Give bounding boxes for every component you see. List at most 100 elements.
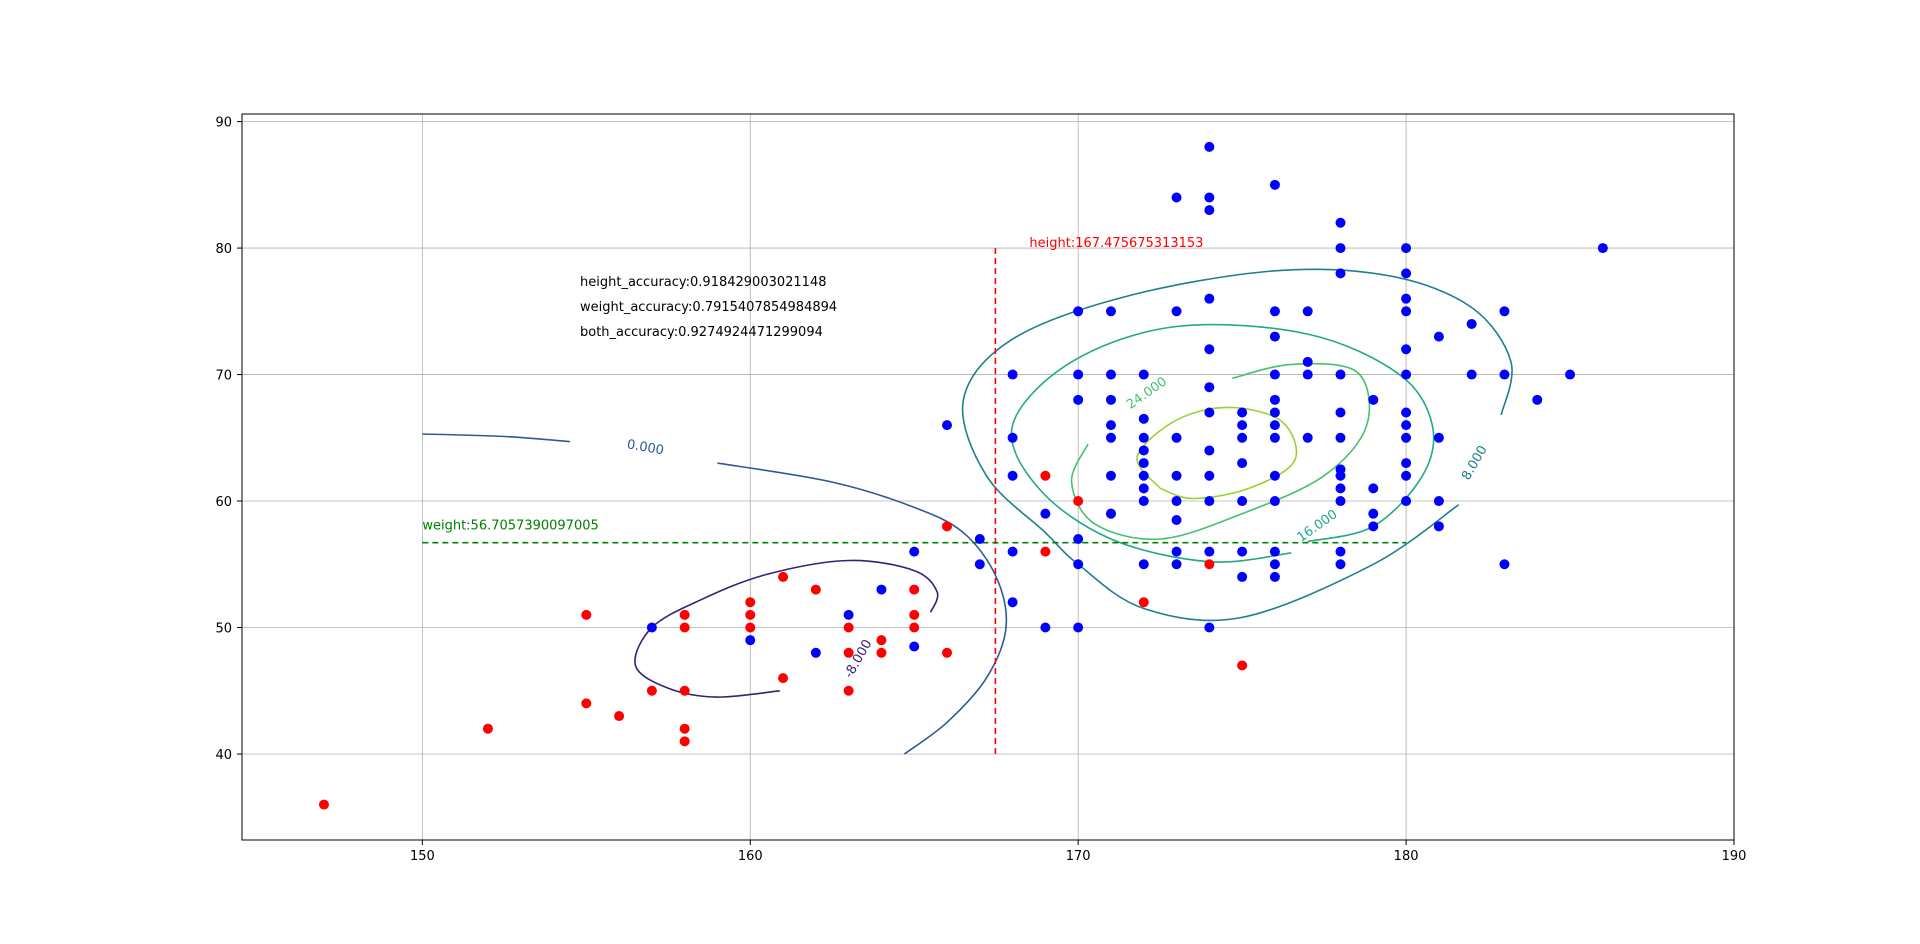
scatter-point-red [909, 609, 920, 620]
scatter-point-blue [1401, 458, 1412, 469]
scatter-point-blue [745, 635, 756, 646]
scatter-point-blue [1269, 407, 1280, 418]
scatter-point-blue [1269, 179, 1280, 190]
scatter-point-blue [1335, 546, 1346, 557]
scatter-point-blue [1073, 622, 1084, 633]
scatter-point-blue [1466, 318, 1477, 329]
contour-line [717, 462, 1008, 755]
y-tick-label: 40 [215, 748, 232, 763]
scatter-point-blue [1269, 546, 1280, 557]
scatter-point-blue [1532, 394, 1543, 405]
scatter-point-blue [1073, 559, 1084, 570]
scatter-point-blue [1171, 432, 1182, 443]
scatter-point-blue [1204, 382, 1215, 393]
scatter-point-blue [1269, 369, 1280, 380]
scatter-point-red [679, 736, 690, 747]
scatter-point-blue [1433, 496, 1444, 507]
scatter-point-red [745, 622, 756, 633]
contour-line [1010, 323, 1435, 563]
threshold-layer: height:167.475675313153 weight:56.7057390… [422, 236, 1407, 754]
scatter-point-red [646, 685, 657, 696]
scatter-point-blue [1171, 546, 1182, 557]
y-tick-label: 60 [215, 495, 232, 510]
scatter-point-red [843, 622, 854, 633]
scatter-point-blue [1171, 470, 1182, 481]
scatter-point-blue [1368, 521, 1379, 532]
scatter-point-blue [1204, 445, 1215, 456]
scatter-point-blue [1204, 192, 1215, 203]
y-tick-label: 80 [215, 242, 232, 257]
scatter-point-blue [1138, 445, 1149, 456]
scatter-point-blue [909, 546, 920, 557]
height-threshold-label: height:167.475675313153 [1029, 236, 1203, 251]
scatter-point-red [1073, 496, 1084, 507]
scatter-point-blue [1204, 141, 1215, 152]
scatter-point-blue [974, 533, 985, 544]
scatter-point-blue [1335, 496, 1346, 507]
scatter-point-blue [1302, 432, 1313, 443]
scatter-point-blue [1204, 470, 1215, 481]
y-tick-label: 50 [215, 622, 232, 637]
scatter-point-blue [1138, 483, 1149, 494]
scatter-point-blue [1007, 432, 1018, 443]
scatter-point-blue [1138, 413, 1149, 424]
scatter-point-blue [1171, 559, 1182, 570]
scatter-point-blue [1105, 432, 1116, 443]
y-tick-label: 70 [215, 369, 232, 384]
scatter-point-blue [646, 622, 657, 633]
scatter-point-red [876, 635, 887, 646]
scatter-point-blue [1204, 205, 1215, 216]
scatter-point-blue [1204, 496, 1215, 507]
scatter-point-blue [1433, 331, 1444, 342]
scatter-point-blue [1269, 432, 1280, 443]
scatter-point-blue [1335, 483, 1346, 494]
scatter-point-blue [1237, 420, 1248, 431]
scatter-point-blue [1269, 559, 1280, 570]
scatter-point-blue [1466, 369, 1477, 380]
scatter-point-blue [1401, 496, 1412, 507]
scatter-point-blue [909, 641, 920, 652]
scatter-point-red [942, 647, 953, 658]
scatter-point-blue [1105, 470, 1116, 481]
scatter-point-blue [1335, 268, 1346, 279]
scatter-point-red [679, 609, 690, 620]
x-tick-label: 170 [1066, 849, 1091, 864]
scatter-point-blue [1269, 496, 1280, 507]
scatter-point-red [876, 647, 887, 658]
scatter-point-red [1237, 660, 1248, 671]
scatter-point-blue [1368, 394, 1379, 405]
scatter-point-blue [1269, 470, 1280, 481]
scatter-point-red [909, 622, 920, 633]
contour-line [634, 559, 939, 698]
scatter-point-red [778, 571, 789, 582]
scatter-point-blue [1171, 306, 1182, 317]
scatter-point-blue [876, 584, 887, 595]
scatter-point-blue [1040, 622, 1051, 633]
scatter-point-blue [1335, 559, 1346, 570]
weight-accuracy-text: weight_accuracy:0.7915407854984894 [580, 300, 837, 315]
scatter-point-red [745, 597, 756, 608]
scatter-point-blue [1401, 420, 1412, 431]
scatter-point-blue [1007, 546, 1018, 557]
scatter-point-blue [1237, 546, 1248, 557]
scatter-point-red [1138, 597, 1149, 608]
scatter-point-blue [1335, 407, 1346, 418]
scatter-point-red [482, 723, 493, 734]
scatter-point-blue [1040, 508, 1051, 519]
scatter-point-blue [1401, 306, 1412, 317]
scatter-point-red [810, 584, 821, 595]
scatter-point-blue [1597, 243, 1608, 254]
scatter-point-red [679, 685, 690, 696]
scatter-point-blue [1204, 293, 1215, 304]
scatter-point-blue [1565, 369, 1576, 380]
scatter-point-blue [1237, 496, 1248, 507]
scatter-point-blue [1105, 420, 1116, 431]
scatter-point-blue [1302, 356, 1313, 367]
scatter-point-blue [1204, 407, 1215, 418]
scatter-point-blue [1269, 306, 1280, 317]
scatter-point-blue [1302, 369, 1313, 380]
x-tick-label: 160 [738, 849, 763, 864]
contour-line [961, 268, 1513, 622]
